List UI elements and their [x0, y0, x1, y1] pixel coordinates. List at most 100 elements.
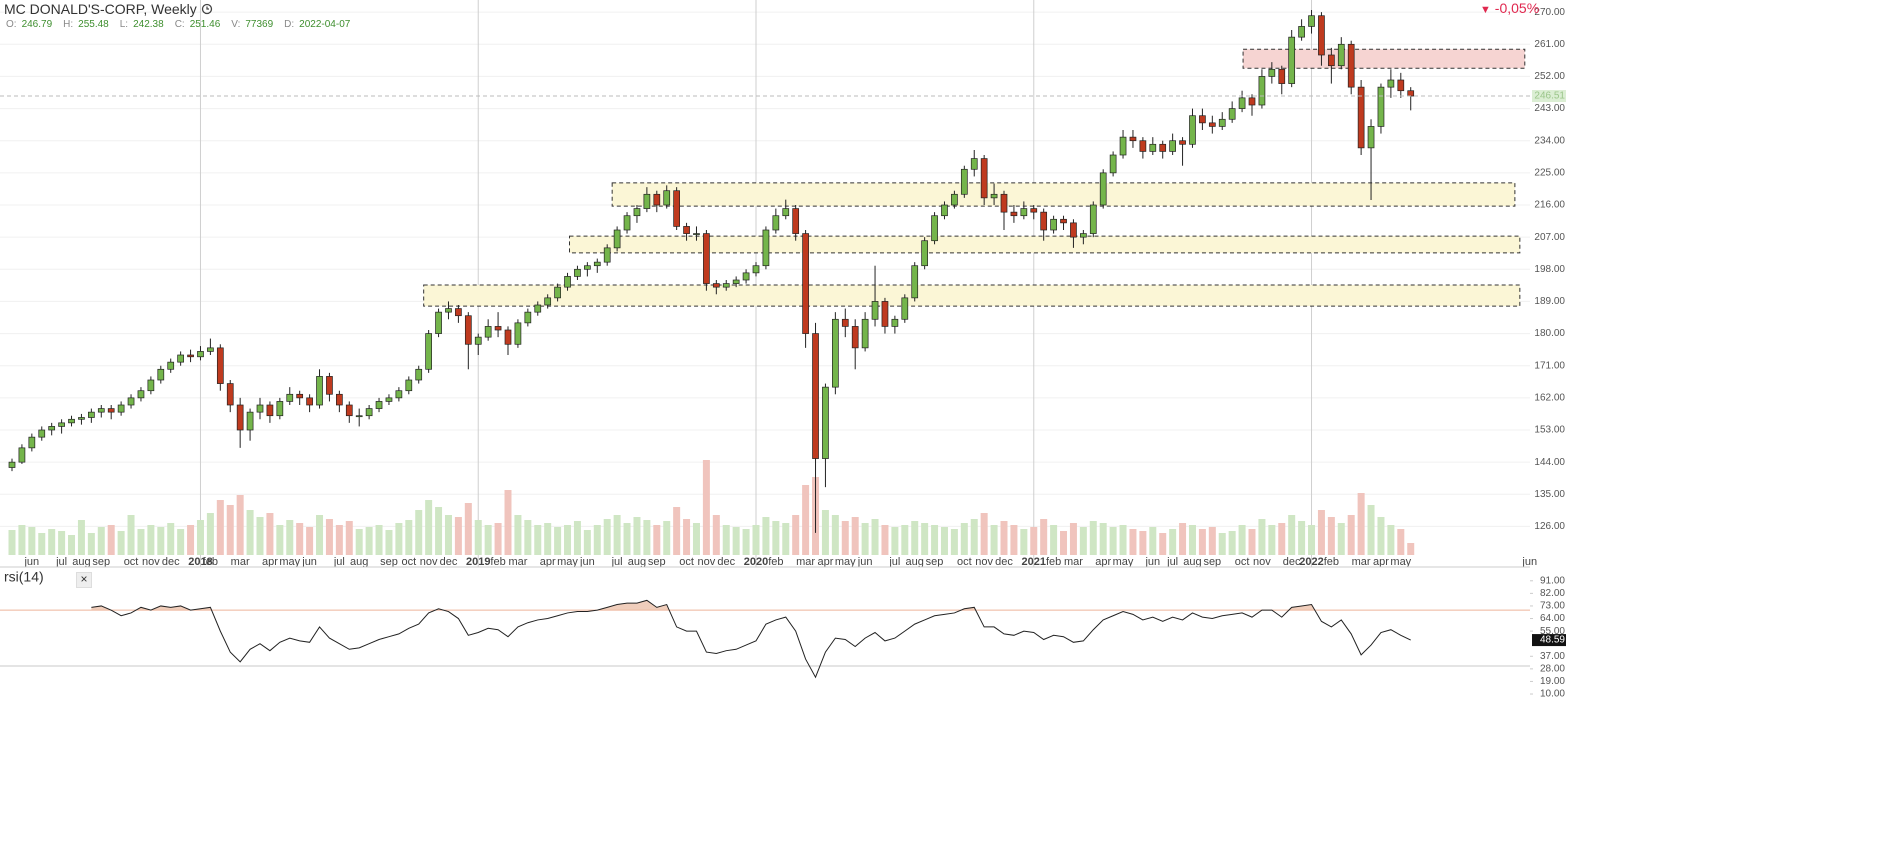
volume-bar	[881, 525, 889, 555]
volume-bar	[692, 523, 700, 555]
volume-bar	[1089, 521, 1097, 555]
candle-body	[1268, 68, 1276, 77]
volume-bar	[1208, 527, 1216, 555]
candle-body	[762, 229, 770, 267]
x-tick-label: nov	[975, 556, 993, 568]
candle-body	[1020, 208, 1028, 217]
x-tick-label: jul	[888, 556, 900, 568]
rsi-tick-label: 82.00	[1540, 588, 1565, 599]
candle-body	[455, 308, 462, 317]
x-tick-label: 2019	[466, 556, 490, 568]
volume-bar	[583, 530, 591, 555]
candle-body	[316, 376, 323, 406]
candle-body	[593, 261, 601, 267]
candle-body	[1377, 86, 1385, 127]
x-tick-label: apr	[1095, 556, 1111, 568]
price-change: ▼ -0,05%	[1480, 0, 1539, 16]
x-tick-label: aug	[628, 556, 646, 568]
candle-body	[1328, 54, 1335, 67]
volume-bar	[1000, 521, 1008, 555]
y-tick-label: 135.00	[1534, 489, 1565, 500]
volume-bar	[1258, 519, 1266, 555]
volume-bar	[1179, 523, 1187, 555]
candle-body	[1248, 97, 1256, 106]
x-tick-label: may	[557, 556, 578, 568]
candle-body	[802, 233, 809, 334]
candle-body	[1347, 43, 1355, 88]
x-tick-label: may	[1113, 556, 1134, 568]
candle-body	[1218, 118, 1226, 127]
volume-bar	[792, 515, 800, 555]
candle-body	[425, 333, 432, 370]
x-tick-label: apr	[1373, 556, 1389, 568]
x-tick-label: sep	[92, 556, 110, 568]
candle-body	[861, 318, 869, 349]
volume-bar	[841, 521, 849, 555]
candle-body	[1060, 218, 1067, 224]
rsi-tick-label: 64.00	[1540, 613, 1565, 624]
candle-body	[722, 283, 730, 288]
candle-body	[226, 383, 234, 406]
x-tick-label: dec	[1283, 556, 1301, 568]
zone	[569, 235, 1521, 254]
volume-bar	[435, 507, 443, 555]
volume-bar	[177, 529, 185, 555]
volume-bar	[673, 507, 681, 555]
zone	[1242, 48, 1526, 69]
x-tick-label: nov	[142, 556, 160, 568]
volume-bar	[980, 513, 988, 555]
volume-bar	[325, 519, 333, 555]
x-tick-label: dec	[717, 556, 735, 568]
candle-body	[1357, 86, 1365, 149]
x-tick-label: mar	[1064, 556, 1083, 568]
volume-bar	[1387, 525, 1395, 555]
x-tick-label: dec	[440, 556, 458, 568]
x-tick-label: aug	[906, 556, 924, 568]
rsi-tick-label: 28.00	[1540, 663, 1565, 674]
close-indicator-button[interactable]: ×	[76, 572, 92, 588]
candle-body	[197, 351, 204, 358]
rsi-tick-label: 55.00	[1540, 626, 1565, 637]
candle-body	[1159, 143, 1167, 152]
candle-body	[792, 208, 800, 234]
volume-bar	[940, 527, 948, 555]
candle-body	[653, 193, 661, 206]
candle-body	[306, 397, 313, 406]
volume-bar	[1159, 533, 1167, 555]
rsi-tick-label: 19.00	[1540, 676, 1565, 687]
volume-bar	[1228, 531, 1236, 555]
volume-bar	[950, 529, 958, 555]
candle-body	[663, 190, 671, 206]
candle-body	[177, 354, 184, 363]
volume-bar	[494, 523, 502, 555]
volume-bar	[405, 520, 413, 555]
candle-body	[405, 379, 413, 392]
volume-bar	[603, 519, 611, 555]
volume-bar	[802, 485, 810, 555]
field-key: O:	[6, 19, 17, 30]
candle-body	[832, 318, 839, 388]
volume-bar	[970, 519, 978, 555]
volume-bar	[762, 517, 770, 555]
volume-bar	[891, 527, 899, 555]
volume-bar	[1030, 527, 1038, 555]
y-tick-label: 171.00	[1534, 360, 1565, 371]
volume-bar	[643, 520, 651, 555]
candle-body	[385, 397, 393, 402]
candle-body	[643, 193, 651, 209]
volume-bar	[226, 505, 234, 555]
volume-bar	[355, 529, 363, 555]
candle-body	[78, 417, 85, 420]
candle-body	[48, 426, 56, 431]
candle-body	[8, 461, 16, 468]
x-tick-label: jun	[579, 556, 595, 568]
candle-body	[68, 418, 75, 424]
candle-body	[1000, 193, 1008, 213]
volume-bar	[653, 525, 661, 555]
down-arrow: ▼	[1480, 4, 1491, 16]
rsi-last-label: 48.59	[1540, 635, 1565, 646]
volume-bar	[246, 510, 254, 555]
candle-body	[216, 347, 224, 384]
volume-bar	[276, 525, 284, 555]
candle-body	[1228, 108, 1236, 120]
